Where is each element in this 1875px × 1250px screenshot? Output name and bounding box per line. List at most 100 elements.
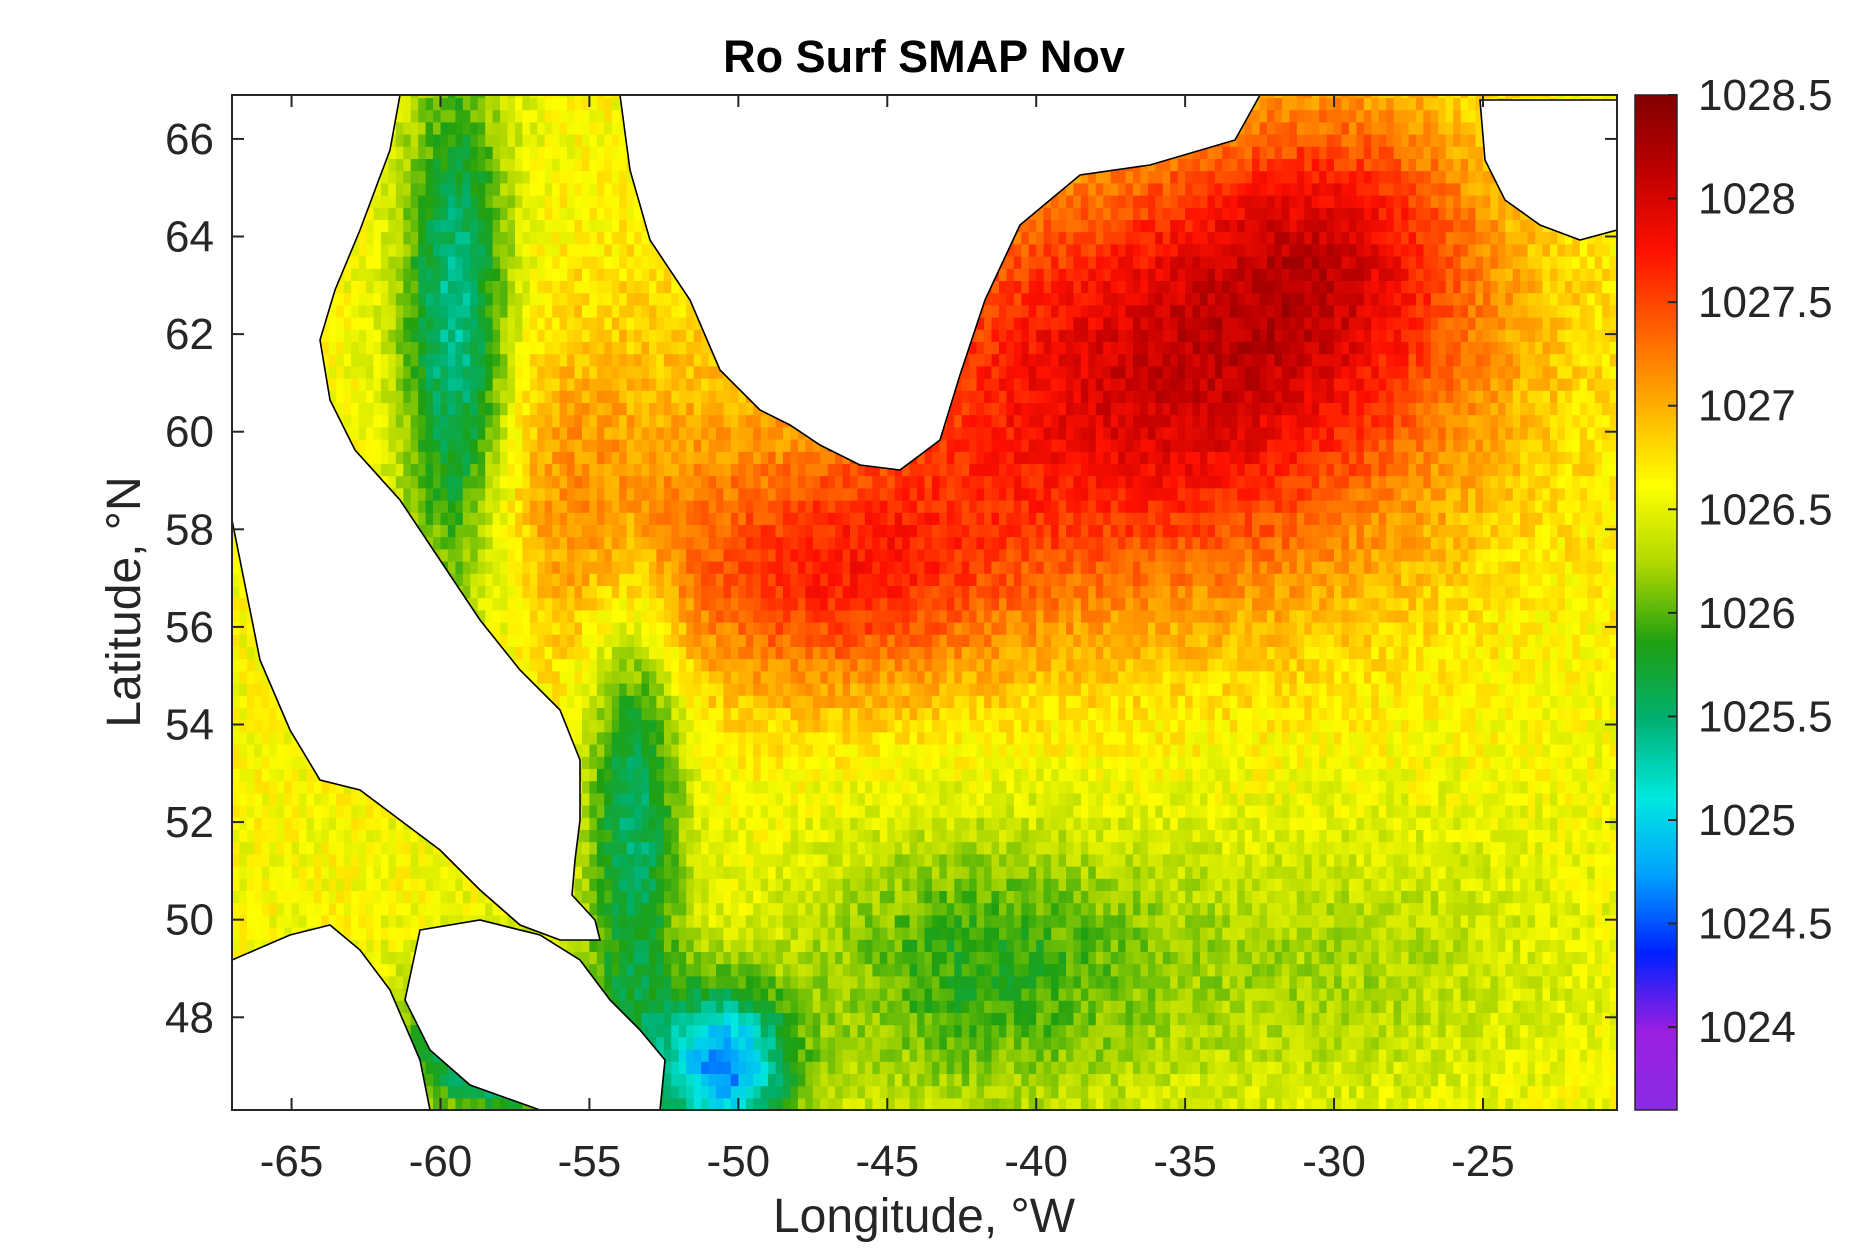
- heatmap-cell: [328, 902, 337, 916]
- heatmap-cell: [604, 707, 613, 721]
- heatmap-cell: [656, 280, 665, 294]
- heatmap-cell: [515, 402, 523, 416]
- heatmap-cell: [239, 646, 248, 660]
- heatmap-cell: [232, 609, 240, 623]
- heatmap-cell: [269, 890, 278, 904]
- heatmap-cell: [604, 451, 613, 464]
- heatmap-cell: [425, 109, 434, 123]
- heatmap-cell: [500, 243, 509, 257]
- heatmap-cell: [507, 414, 516, 428]
- heatmap-cell: [366, 329, 374, 342]
- heatmap-cell: [656, 597, 665, 611]
- heatmap-cell: [604, 756, 613, 769]
- heatmap-cell: [291, 829, 300, 843]
- heatmap-cell: [611, 939, 620, 952]
- heatmap-cell: [284, 841, 293, 855]
- heatmap-cell: [410, 878, 419, 891]
- heatmap-cell: [380, 256, 389, 269]
- heatmap-cell: [276, 719, 285, 733]
- heatmap-cell: [418, 1049, 427, 1062]
- heatmap-cell: [559, 487, 568, 501]
- heatmap-cell: [619, 536, 628, 550]
- heatmap-cell: [239, 670, 248, 684]
- heatmap-cell: [649, 439, 657, 452]
- heatmap-cell: [529, 97, 538, 111]
- heatmap-cell: [418, 378, 427, 391]
- heatmap-cell: [507, 1097, 516, 1110]
- heatmap-cell: [589, 219, 598, 233]
- heatmap-cell: [641, 829, 650, 843]
- heatmap-cell: [663, 927, 672, 940]
- heatmap-cell: [634, 609, 643, 623]
- heatmap-cell: [373, 951, 382, 965]
- heatmap-cell: [388, 341, 397, 355]
- heatmap-cell: [410, 219, 419, 233]
- heatmap-cell: [574, 219, 583, 233]
- heatmap-cell: [254, 695, 263, 708]
- heatmap-cell: [656, 573, 665, 586]
- heatmap-cell: [462, 182, 471, 196]
- heatmap-cell: [373, 426, 382, 440]
- heatmap-cell: [492, 451, 501, 464]
- heatmap-cell: [656, 866, 665, 879]
- heatmap-cell: [619, 548, 628, 562]
- heatmap-cell: [619, 744, 628, 757]
- heatmap-cell: [313, 866, 322, 879]
- heatmap-cell: [529, 182, 538, 196]
- heatmap-cell: [485, 439, 494, 452]
- heatmap-cell: [552, 280, 561, 294]
- heatmap-cell: [641, 317, 650, 330]
- heatmap-cell: [313, 817, 322, 830]
- heatmap-cell: [306, 866, 315, 879]
- heatmap-cell: [410, 902, 419, 916]
- heatmap-cell: [604, 914, 613, 928]
- heatmap-cell: [641, 963, 650, 977]
- heatmap-cell: [537, 231, 546, 245]
- heatmap-cell: [470, 390, 479, 403]
- heatmap-cell: [619, 524, 628, 538]
- heatmap-cell: [604, 622, 613, 635]
- heatmap-cell: [507, 573, 516, 586]
- heatmap-cell: [492, 121, 501, 135]
- heatmap-cell: [589, 683, 598, 696]
- heatmap-cell: [656, 524, 665, 538]
- heatmap-cell: [537, 658, 546, 672]
- heatmap-cell: [582, 95, 590, 98]
- heatmap-cell: [559, 451, 568, 464]
- heatmap-cell: [559, 195, 568, 208]
- heatmap-cell: [351, 402, 360, 416]
- heatmap-cell: [343, 902, 352, 916]
- heatmap-cell: [634, 768, 643, 782]
- heatmap-cell: [522, 609, 531, 623]
- heatmap-cell: [522, 268, 531, 281]
- heatmap-cell: [626, 902, 635, 916]
- heatmap-cell: [656, 256, 665, 269]
- heatmap-cell: [619, 670, 628, 684]
- heatmap-cell: [507, 426, 516, 440]
- heatmap-cell: [455, 414, 464, 428]
- heatmap-cell: [276, 890, 285, 904]
- heatmap-cell: [500, 585, 509, 599]
- heatmap-cell: [403, 329, 412, 342]
- heatmap-cell: [500, 219, 509, 233]
- heatmap-cell: [522, 97, 531, 111]
- heatmap-cell: [552, 439, 561, 452]
- heatmap-cell: [351, 365, 360, 379]
- heatmap-cell: [611, 353, 620, 367]
- heatmap-cell: [567, 292, 576, 306]
- heatmap-cell: [269, 853, 278, 867]
- heatmap-cell: [596, 963, 605, 977]
- heatmap-cell: [611, 963, 620, 977]
- heatmap-cell: [433, 365, 441, 379]
- heatmap-cell: [306, 817, 315, 830]
- heatmap-cell: [596, 841, 605, 855]
- heatmap-cell: [611, 451, 620, 464]
- heatmap-cell: [351, 353, 360, 367]
- heatmap-cell: [619, 219, 628, 233]
- heatmap-cell: [641, 402, 650, 416]
- heatmap-cell: [515, 280, 523, 294]
- heatmap-cell: [634, 975, 643, 989]
- heatmap-cell: [596, 573, 605, 586]
- heatmap-cell: [656, 439, 665, 452]
- heatmap-cell: [291, 744, 300, 757]
